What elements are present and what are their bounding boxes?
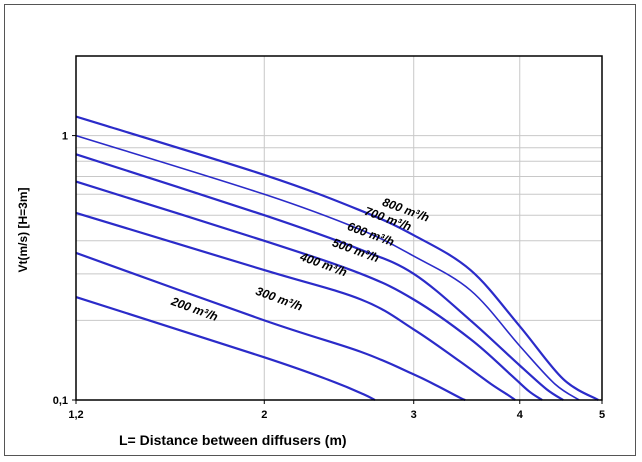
y-tick-label: 1 bbox=[62, 131, 68, 143]
x-tick-label: 4 bbox=[517, 409, 524, 421]
x-tick-label: 5 bbox=[599, 409, 605, 421]
series-line-1 bbox=[75, 115, 599, 401]
y-tick-label: 0,1 bbox=[53, 395, 68, 407]
series-line-5 bbox=[75, 211, 516, 401]
plot-area bbox=[76, 56, 602, 400]
x-axis-title: L= Distance between diffusers (m) bbox=[119, 432, 347, 448]
x-tick-label: 1,2 bbox=[68, 409, 83, 421]
x-tick-label: 2 bbox=[261, 409, 267, 421]
series-line-4 bbox=[75, 180, 543, 401]
y-axis-title: Vt(m/s) [H=3m] bbox=[16, 187, 30, 272]
x-tick-label: 3 bbox=[411, 409, 417, 421]
plot-border bbox=[75, 55, 603, 401]
series-line-2 bbox=[75, 134, 580, 401]
series-line-7 bbox=[75, 296, 376, 401]
chart-frame: 1,2 2 3 4 5 0,1 1 800 m³/h 700 m³/h 600 m³/h 500 … bbox=[4, 4, 636, 456]
series-line-3 bbox=[75, 153, 564, 401]
series-line-6 bbox=[75, 251, 466, 402]
